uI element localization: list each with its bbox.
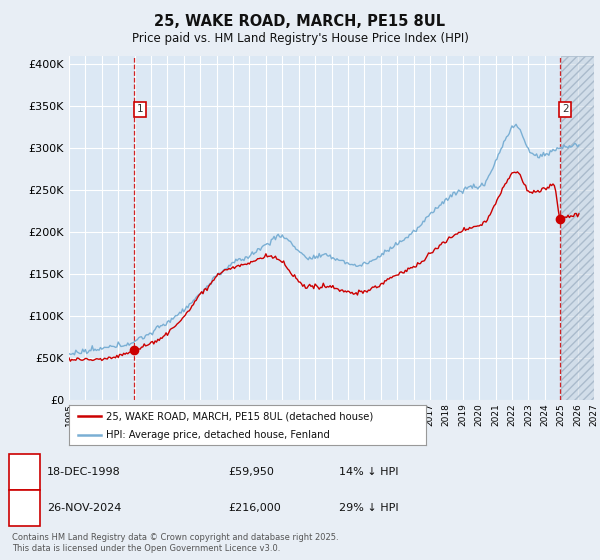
Text: 14% ↓ HPI: 14% ↓ HPI <box>339 467 398 477</box>
Text: 2: 2 <box>562 104 569 114</box>
Text: 2: 2 <box>21 502 28 515</box>
Bar <box>561 56 594 400</box>
Text: 1: 1 <box>137 104 143 114</box>
Text: 29% ↓ HPI: 29% ↓ HPI <box>339 503 398 513</box>
Text: 1: 1 <box>21 465 28 478</box>
Text: 25, WAKE ROAD, MARCH, PE15 8UL: 25, WAKE ROAD, MARCH, PE15 8UL <box>154 14 446 29</box>
Text: 26-NOV-2024: 26-NOV-2024 <box>47 503 121 513</box>
Bar <box>561 56 594 400</box>
Text: £59,950: £59,950 <box>228 467 274 477</box>
Text: £216,000: £216,000 <box>228 503 281 513</box>
Text: Price paid vs. HM Land Registry's House Price Index (HPI): Price paid vs. HM Land Registry's House … <box>131 32 469 45</box>
Text: HPI: Average price, detached house, Fenland: HPI: Average price, detached house, Fenl… <box>106 430 331 440</box>
Text: Contains HM Land Registry data © Crown copyright and database right 2025.
This d: Contains HM Land Registry data © Crown c… <box>12 533 338 553</box>
Text: 18-DEC-1998: 18-DEC-1998 <box>47 467 121 477</box>
Text: 25, WAKE ROAD, MARCH, PE15 8UL (detached house): 25, WAKE ROAD, MARCH, PE15 8UL (detached… <box>106 411 374 421</box>
